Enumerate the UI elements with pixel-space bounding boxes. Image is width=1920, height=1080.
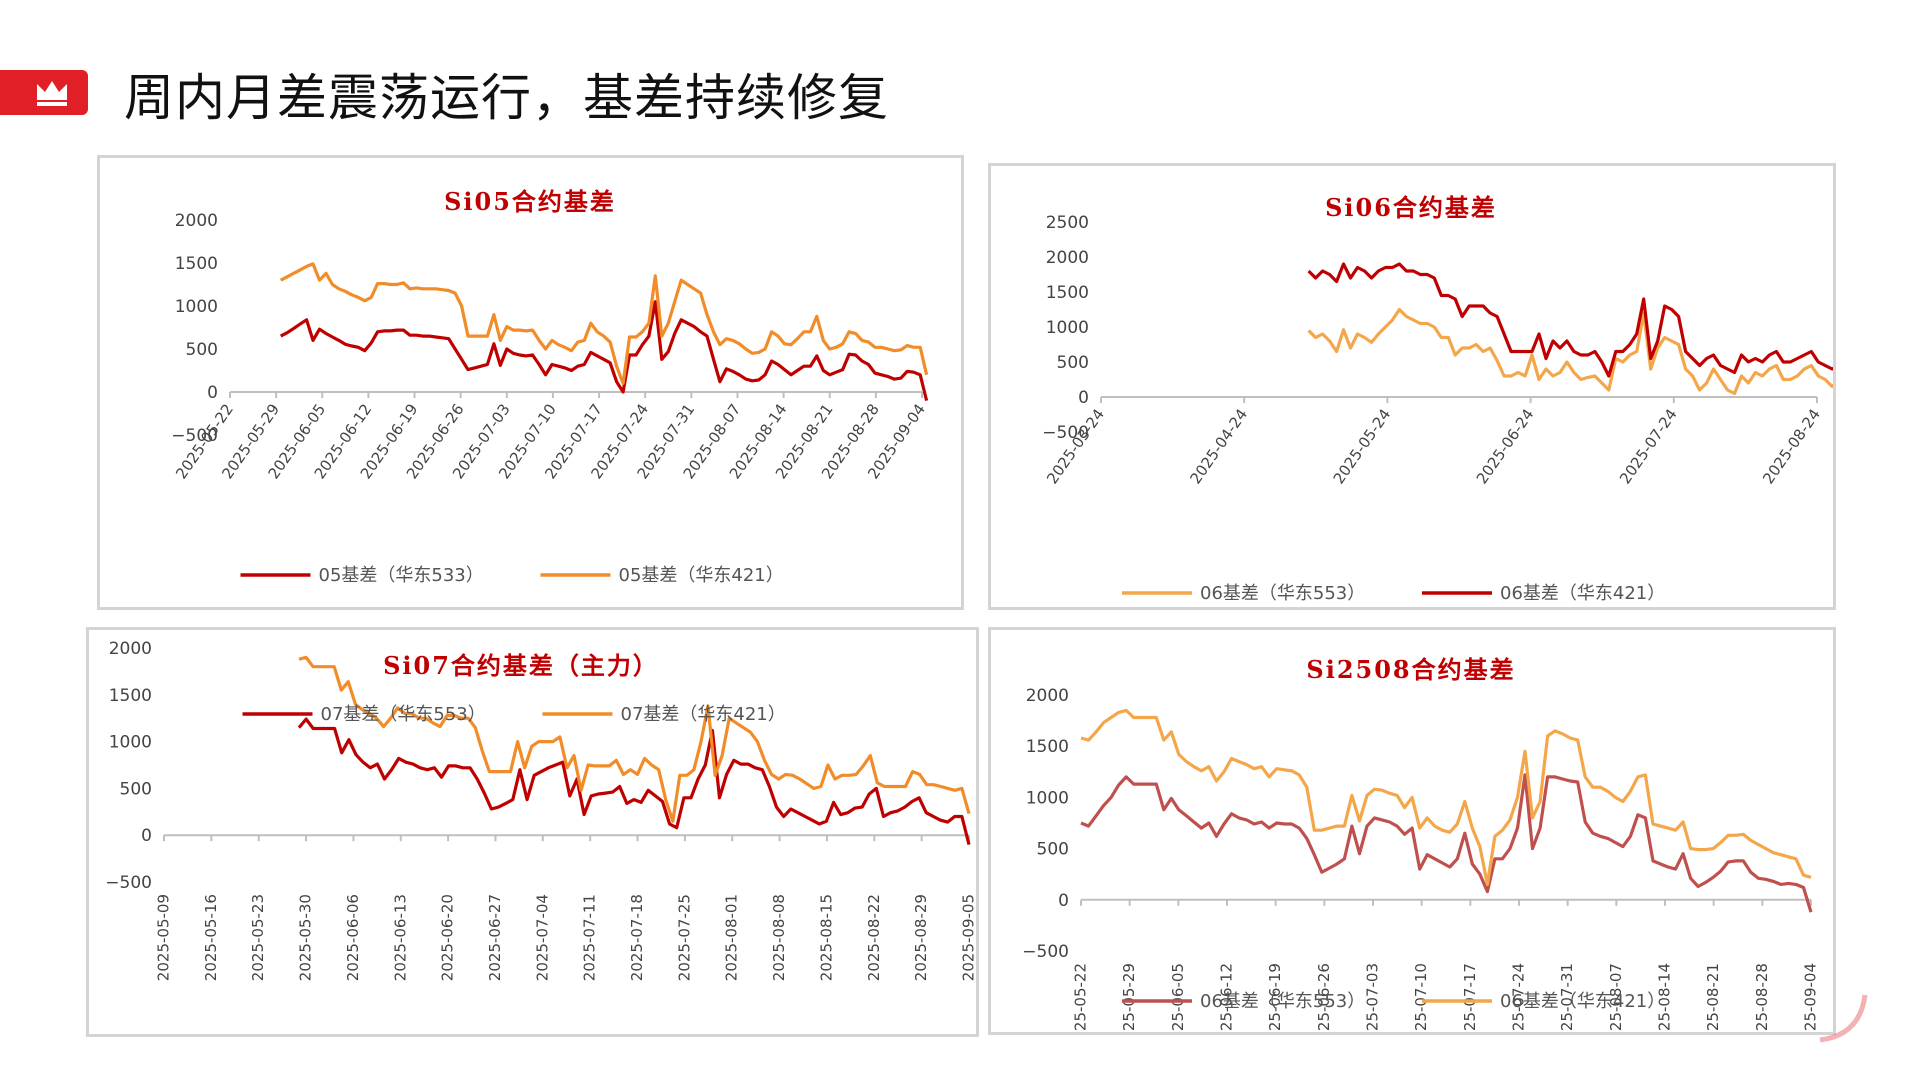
x-tick-label: 2025-06-26 [1315,963,1333,1032]
x-tick-label: 2025-06-06 [344,894,362,981]
chart-title: Si2508合约基差 [1306,655,1515,684]
y-tick-label: 0 [141,826,152,846]
y-tick-label: 1500 [1046,283,1089,303]
legend-label: 06基差（华东421） [1500,991,1665,1012]
x-tick-label: 2025-07-11 [581,894,599,981]
x-tick-label: 2025-07-24 [1616,406,1681,488]
x-tick-label: 2025-05-24 [1330,406,1395,488]
y-tick-label: −500 [105,873,152,893]
y-tick-label: 1000 [175,297,218,317]
x-tick-label: 2025-08-21 [1704,963,1722,1032]
chart-si05: Si05合约基差2000150010005000−5002025-05-2220… [171,187,929,586]
legend-label: 05基差（华东533） [319,565,484,586]
chart-panel-si06: Si06合约基差 2500 2000 1500 1000 500 0 −500 2025-03-… [988,163,1836,610]
x-tick-label: 2025-08-08 [770,894,788,981]
chart-title: Si06合约基差 [1325,193,1497,222]
x-tick-label: 2025-09-04 [1802,963,1820,1032]
series-line-2 [298,655,971,823]
y-tick-label: −500 [171,426,218,446]
legend-label: 06基差（华东553） [1200,991,1365,1012]
y-tick-label: −500 [1022,942,1069,962]
y-tick-label: 1500 [109,686,152,706]
y-tick-label: 1000 [1026,788,1069,808]
y-tick-label: 500 [1037,840,1069,860]
x-tick-label: 2025-04-24 [1186,406,1251,488]
y-tick-label: 500 [1057,353,1089,373]
x-tick-label: 2025-08-29 [912,894,930,981]
legend-label: 07基差（华东421） [621,704,786,725]
x-tick-label: 2025-05-30 [297,894,315,981]
chart-si06: Si06合约基差 2500 2000 1500 1000 500 0 −5002025-03-… [1042,193,1833,604]
legend-label: 05基差（华东421） [619,565,784,586]
chart-panel-si05: Si05合约基差 2000 1500 1000 500 0 −500 2025-05-22 20… [97,155,964,610]
page-title: 周内月差震荡运行，基差持续修复 [124,69,889,127]
y-tick-label: 2000 [1046,248,1089,268]
legend-label: 06基差（华东421） [1500,583,1665,604]
y-tick-label: 1000 [109,733,152,753]
x-tick-label: 2025-07-25 [675,894,693,981]
y-tick-label: 1500 [175,254,218,274]
legend-label: 07基差（华东553） [321,704,486,725]
x-tick-label: 2025-07-18 [628,894,646,981]
series-line-2 [279,262,929,385]
x-tick-label: 2025-05-23 [249,894,267,981]
y-tick-label: 2500 [1046,213,1089,233]
chart-title: Si07合约基差（主力） [383,651,659,680]
x-tick-label: 2025-08-07 [1607,963,1625,1032]
x-tick-label: 2025-08-24 [1759,406,1824,488]
chart-panel-si07: Si07合约基差（主力） 2000 1500 1000 500 0 −500 2025-05-… [86,627,979,1037]
x-tick-label: 2025-06-27 [486,894,504,981]
series-line-1 [297,717,971,845]
x-tick-label: 2025-09-05 [960,894,977,981]
chart-si07: Si07合约基差（主力）2000150010005000−5002025-05-… [105,639,977,981]
y-tick-label: 2000 [175,211,218,231]
series-line-2 [1307,262,1833,378]
y-tick-label: 1000 [1046,318,1089,338]
crown-icon [37,81,67,106]
x-tick-label: 2025-08-22 [865,894,883,981]
x-tick-label: 2025-07-03 [1364,963,1382,1032]
x-tick-label: 2025-06-20 [439,894,457,981]
x-tick-label: 2025-06-24 [1473,406,1538,488]
y-tick-label: 2000 [109,639,152,659]
x-tick-label: 2025-05-22 [1072,963,1090,1032]
chart-si2508: Si2508合约基差 2000 1500 1000 500 0 −5002025-05-22… [1022,655,1820,1032]
x-tick-label: 2025-06-12 [1218,963,1236,1032]
chart-panel-si2508: Si2508合约基差 2000 1500 1000 500 0 −500 2025-05-22… [988,627,1836,1035]
x-tick-label: 2025-05-16 [202,894,220,981]
y-tick-label: 0 [1058,891,1069,911]
x-tick-label: 2025-07-04 [533,894,551,981]
y-tick-label: 0 [207,383,218,403]
series-line-1 [1080,773,1813,913]
x-tick-label: 2025-08-15 [817,894,835,981]
x-tick-label: 2025-06-05 [1169,963,1187,1032]
x-tick-label: 2025-08-28 [1753,963,1771,1032]
x-tick-label: 2025-08-01 [723,894,741,981]
x-tick-label: 2025-07-17 [1461,963,1479,1032]
series-line-1 [1307,307,1833,396]
x-tick-label: 2025-05-09 [155,894,173,981]
legend-label: 06基差（华东553） [1200,583,1365,604]
series-line-1 [279,300,929,401]
x-tick-label: 2025-03-24 [1043,406,1108,488]
x-tick-label: 2025-07-24 [1510,963,1528,1032]
y-tick-label: 0 [1078,388,1089,408]
y-tick-label: 1500 [1026,737,1069,757]
y-tick-label: −500 [1042,423,1089,443]
x-tick-label: 2025-08-14 [1656,963,1674,1032]
x-tick-label: 2025-05-29 [1120,963,1138,1032]
header-accent-bar [0,70,88,115]
x-tick-label: 2025-07-31 [1558,963,1576,1032]
corner-decoration [1819,994,1868,1043]
chart-title: Si05合约基差 [444,187,616,216]
x-tick-label: 2025-07-10 [1412,963,1430,1032]
x-tick-label: 2025-06-13 [391,894,409,981]
y-tick-label: 500 [186,340,218,360]
x-tick-label: 2025-06-19 [1266,963,1284,1032]
y-tick-label: 2000 [1026,686,1069,706]
y-tick-label: 500 [120,779,152,799]
series-line-2 [1080,708,1812,886]
